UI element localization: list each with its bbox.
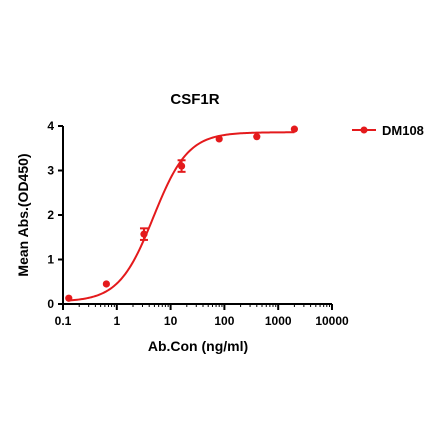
x-axis-label: Ab.Con (ng/ml) — [148, 338, 248, 354]
fit-curve-dm108 — [68, 131, 295, 302]
y-axis-label: Mean Abs.(OD450) — [15, 153, 31, 276]
fit-curves — [68, 131, 295, 302]
legend-marker-dm108 — [360, 126, 368, 134]
y-tick-label: 4 — [47, 119, 54, 133]
x-tick-label: 1000 — [265, 314, 292, 328]
y-tick-label: 2 — [47, 208, 54, 222]
x-ticks: 0.1 1 10 100 1000 10000 — [55, 304, 349, 328]
data-point — [65, 294, 73, 302]
data-point — [253, 133, 261, 141]
x-tick-label: 0.1 — [55, 314, 72, 328]
x-tick-label: 10 — [164, 314, 178, 328]
x-tick-label: 1 — [113, 314, 120, 328]
legend: DM108 — [352, 123, 424, 138]
data-point — [215, 135, 223, 143]
data-point — [140, 230, 148, 238]
x-tick-label: 100 — [214, 314, 234, 328]
x-tick-label: 10000 — [315, 314, 349, 328]
data-point — [290, 125, 298, 133]
y-ticks: 0 1 2 3 4 — [47, 119, 63, 311]
y-tick-label: 3 — [47, 164, 54, 178]
data-point — [102, 280, 110, 288]
y-tick-label: 1 — [47, 253, 54, 267]
data-points — [65, 125, 298, 302]
legend-label-dm108: DM108 — [382, 123, 424, 138]
chart-title: CSF1R — [170, 91, 219, 108]
axes — [62, 126, 332, 305]
data-point — [177, 162, 186, 170]
y-tick-label: 0 — [47, 297, 54, 311]
